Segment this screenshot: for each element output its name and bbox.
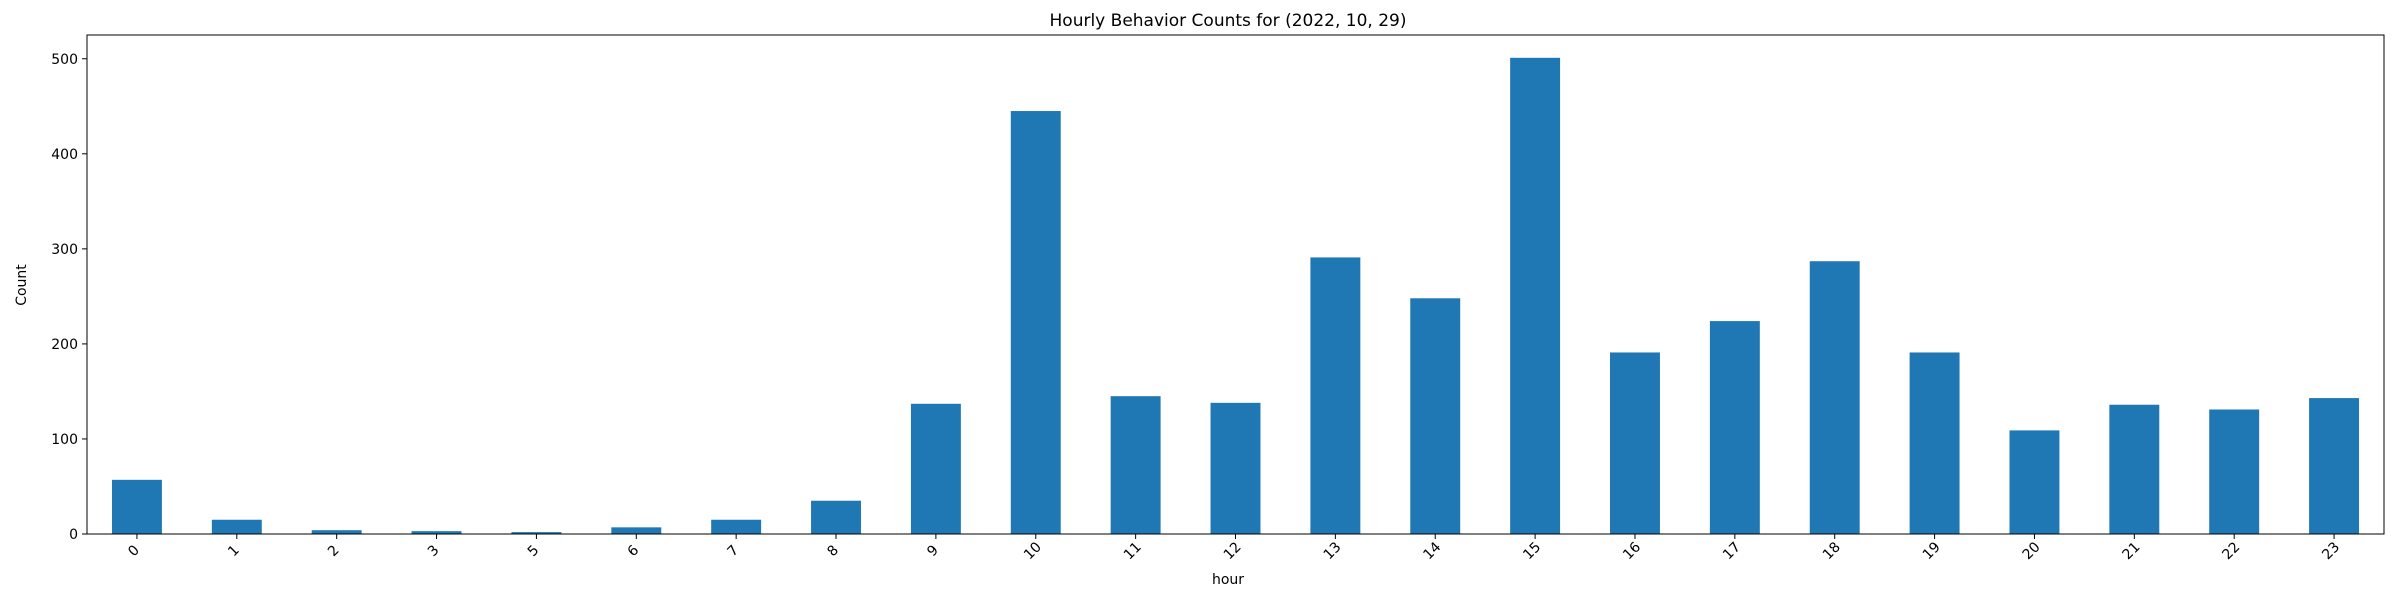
bar-hour-18 — [1809, 261, 1860, 534]
bar-hour-6 — [611, 527, 662, 534]
y-axis: 0 100 200 300 400 500 — [51, 52, 87, 543]
bar-hour-0 — [111, 479, 162, 534]
bar-hour-15 — [1510, 57, 1561, 534]
bar-hour-11 — [1110, 396, 1161, 534]
bar-hour-1 — [211, 519, 262, 534]
bar-hour-21 — [2109, 404, 2160, 534]
y-tick-label: 300 — [51, 242, 78, 258]
x-tick-label: 23 — [2319, 539, 2343, 563]
x-tick-label: 11 — [1121, 539, 1145, 563]
x-axis-label: hour — [1212, 572, 1244, 588]
bar-hour-8 — [811, 500, 861, 534]
bar-hour-17 — [1709, 321, 1760, 534]
bar-hour-7 — [711, 519, 762, 534]
bar-hour-19 — [1909, 352, 1960, 534]
bar-hour-16 — [1610, 352, 1660, 534]
bar-hour-13 — [1310, 257, 1361, 534]
bar-hour-5 — [511, 532, 562, 534]
x-tick-label: 6 — [625, 542, 643, 560]
bar-hour-10 — [1010, 111, 1061, 535]
bar-hour-20 — [2009, 430, 2060, 534]
x-tick-label: 22 — [2219, 539, 2243, 563]
x-tick-label: 21 — [2120, 539, 2144, 563]
x-tick-label: 1 — [225, 542, 243, 560]
x-tick-label: 10 — [1021, 539, 1045, 563]
y-tick-label: 100 — [51, 432, 78, 448]
x-tick-label: 5 — [525, 542, 543, 560]
y-tick-label: 500 — [51, 52, 78, 68]
x-tick-label: 9 — [924, 542, 942, 560]
x-axis: 0 1 2 3 5 6 7 8 9 10 11 12 13 14 15 16 17 18 19 20 21 22 23 — [125, 534, 2343, 563]
x-tick-label: 7 — [725, 542, 743, 560]
x-tick-label: 20 — [2020, 539, 2044, 563]
y-axis-label: Count — [14, 264, 30, 306]
x-tick-label: 15 — [1520, 539, 1544, 563]
x-tick-label: 18 — [1820, 539, 1844, 563]
x-tick-label: 8 — [824, 542, 842, 560]
x-tick-label: 16 — [1620, 539, 1644, 563]
bar-hour-3 — [411, 531, 462, 534]
x-tick-label: 17 — [1720, 539, 1744, 563]
y-tick-label: 0 — [69, 527, 78, 543]
bar-hour-22 — [2209, 409, 2260, 534]
bar-hour-2 — [311, 530, 362, 534]
chart-title: Hourly Behavior Counts for (2022, 10, 29… — [1050, 11, 1407, 31]
bar-hour-14 — [1410, 298, 1461, 534]
y-tick-label: 400 — [51, 147, 78, 163]
x-tick-label: 13 — [1321, 539, 1345, 563]
x-tick-label: 19 — [1920, 539, 1944, 563]
bar-hour-23 — [2309, 398, 2360, 534]
bars-group — [111, 57, 2360, 535]
x-tick-label: 3 — [425, 542, 443, 560]
bar-hour-12 — [1210, 402, 1261, 534]
x-tick-label: 12 — [1221, 539, 1245, 563]
x-tick-label: 0 — [125, 542, 143, 560]
x-tick-label: 14 — [1420, 539, 1444, 563]
bar-hour-9 — [910, 403, 961, 534]
x-tick-label: 2 — [325, 542, 343, 560]
y-tick-label: 200 — [51, 337, 78, 353]
